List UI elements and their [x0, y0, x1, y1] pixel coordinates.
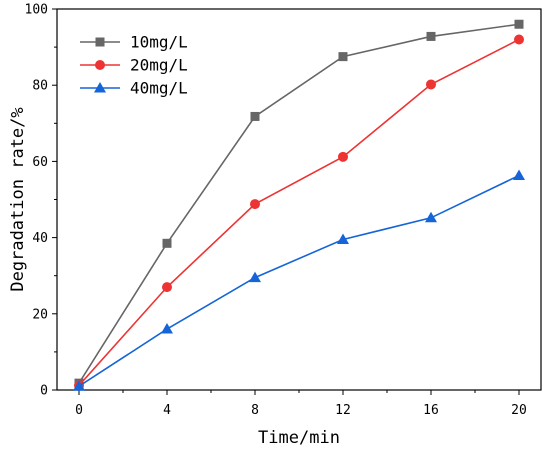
- x-axis-title: Time/min: [258, 428, 340, 448]
- data-point: [73, 380, 85, 391]
- legend-marker: [95, 60, 105, 70]
- x-tick-label: 4: [163, 403, 171, 418]
- x-tick-label: 16: [423, 403, 439, 418]
- legend-label: 20mg/L: [130, 56, 188, 75]
- series-layer: [73, 19, 525, 391]
- data-point: [425, 211, 437, 223]
- legend-label: 40mg/L: [130, 79, 188, 98]
- y-tick-label: 0: [40, 384, 48, 399]
- x-axis: 0 4 8 12 16 20: [75, 390, 527, 418]
- series-line: [78, 38, 520, 386]
- data-point: [338, 52, 348, 62]
- legend-marker: [95, 37, 105, 47]
- series-line: [78, 23, 520, 384]
- x-tick-label: 0: [75, 403, 83, 418]
- legend: 10mg/L 20mg/L 40mg/L: [80, 33, 188, 98]
- x-tick-label: 8: [251, 403, 259, 418]
- y-tick-label: 80: [32, 79, 48, 94]
- data-point: [162, 238, 172, 248]
- series-20mgl: [74, 34, 524, 391]
- data-point: [337, 233, 349, 245]
- series-40mgl: [73, 169, 525, 391]
- data-point: [162, 282, 172, 293]
- y-axis: 0 20 40 60 80 100: [25, 3, 57, 399]
- legend-item: 10mg/L: [80, 33, 188, 52]
- data-point: [513, 169, 525, 180]
- data-point: [338, 151, 348, 162]
- data-point: [514, 34, 524, 45]
- data-point: [426, 31, 436, 41]
- data-point: [426, 79, 436, 90]
- series-line: [78, 174, 520, 387]
- y-tick-label: 60: [32, 155, 48, 170]
- data-point: [250, 199, 260, 210]
- legend-item: 20mg/L: [80, 56, 188, 75]
- series-10mgl: [74, 19, 524, 388]
- data-point: [249, 271, 261, 283]
- legend-item: 40mg/L: [80, 79, 188, 98]
- data-point: [161, 323, 173, 334]
- y-tick-label: 100: [25, 3, 48, 18]
- legend-marker: [94, 82, 106, 93]
- y-tick-label: 40: [32, 231, 48, 246]
- y-axis-title: Degradation rate/%: [8, 107, 28, 291]
- legend-label: 10mg/L: [130, 33, 188, 52]
- y-tick-label: 20: [32, 307, 48, 322]
- data-point: [250, 111, 260, 121]
- x-tick-label: 12: [335, 403, 351, 418]
- data-point: [514, 19, 524, 29]
- x-tick-label: 20: [511, 403, 527, 418]
